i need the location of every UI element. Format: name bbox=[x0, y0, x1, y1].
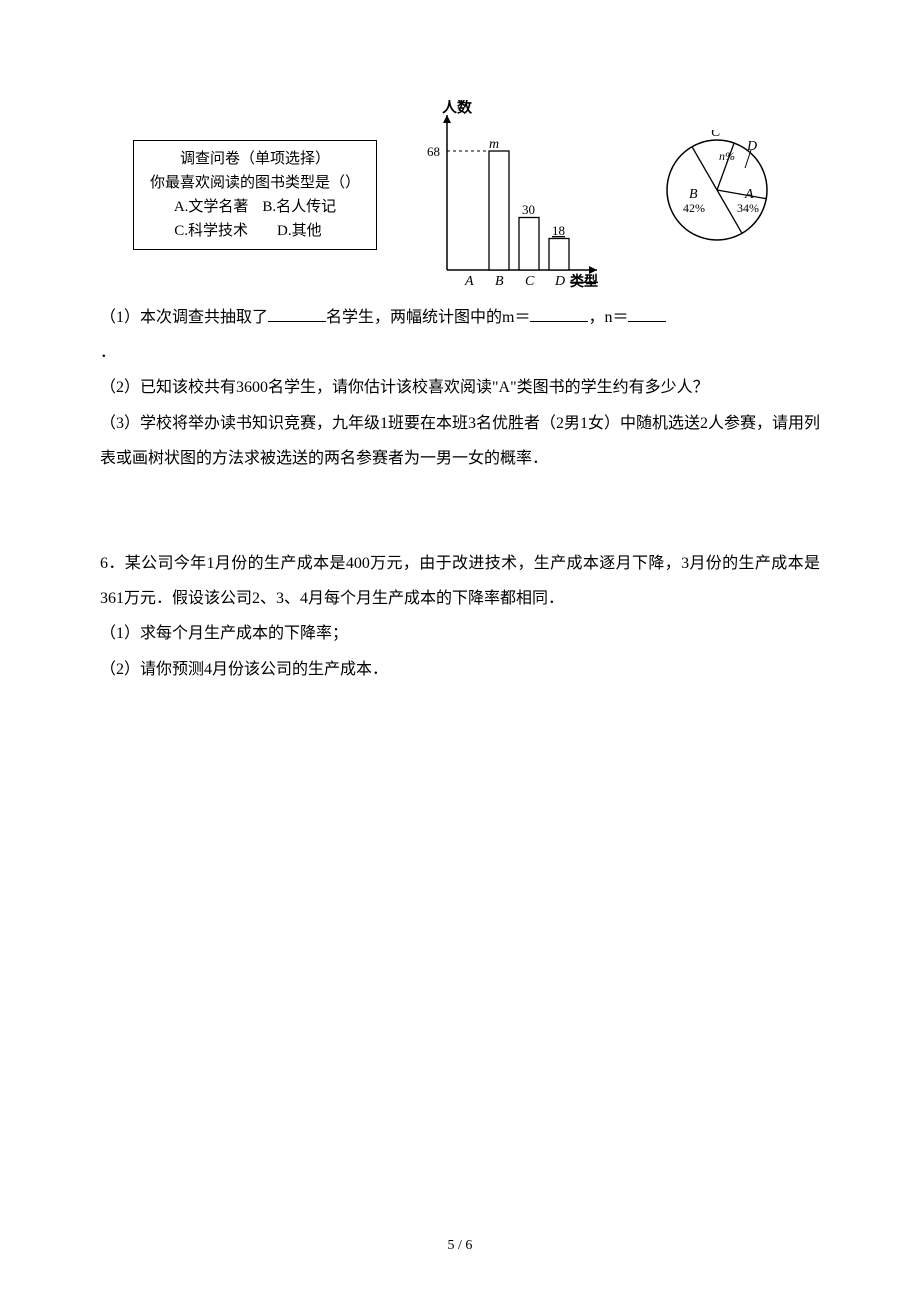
survey-opt-b: B.名人传记 bbox=[262, 195, 336, 219]
survey-opt-a: A.文学名著 bbox=[174, 195, 249, 219]
problem-6-q1: （1）求每个月生产成本的下降率； bbox=[100, 616, 820, 651]
bar-chart: 人数 类型 m 68 30 18 A B C D bbox=[417, 100, 607, 290]
question-1: （1）本次调查共抽取了 名学生，两幅统计图中的m＝ ，n＝ bbox=[100, 300, 820, 335]
pie-label-c: C bbox=[711, 130, 721, 140]
problem-6-intro: 6．某公司今年1月份的生产成本是400万元，由于改进技术，生产成本逐月下降，3月… bbox=[100, 546, 820, 616]
pie-label-a: A bbox=[744, 187, 754, 202]
bar-cat-d: D bbox=[554, 274, 565, 289]
bar-x-label: 类型 bbox=[570, 273, 598, 290]
problem-6-q2: （2）请你预测4月份该公司的生产成本． bbox=[100, 652, 820, 687]
question-2: （2）已知该校共有3600名学生，请你估计该校喜欢阅读"A"类图书的学生约有多少… bbox=[100, 370, 820, 405]
bar-cat-b: B bbox=[495, 274, 504, 289]
survey-title: 调查问卷（单项选择） bbox=[150, 147, 360, 171]
blank-3 bbox=[628, 305, 666, 322]
blank-1 bbox=[268, 305, 326, 322]
pie-pct-c: n% bbox=[719, 149, 735, 163]
bar-cat-c: C bbox=[525, 274, 535, 289]
pie-label-d: D bbox=[746, 139, 757, 154]
page-number: 5 / 6 bbox=[0, 1231, 920, 1262]
bar-label-m: m bbox=[489, 137, 499, 152]
q1-pre: （1）本次调查共抽取了 bbox=[100, 309, 268, 326]
pie-pct-b: 42% bbox=[683, 201, 705, 215]
q1-mid2: ，n＝ bbox=[588, 309, 628, 326]
bar-cat-a: A bbox=[464, 274, 474, 289]
bar-val-b: 68 bbox=[427, 144, 440, 159]
question-3: （3）学校将举办读书知识竞赛，九年级1班要在本班3名优胜者（2男1女）中随机选送… bbox=[100, 406, 820, 476]
bar-val-d: 18 bbox=[552, 223, 565, 238]
pie-chart: A 34% B 42% C n% D bbox=[647, 130, 787, 260]
pie-label-b: B bbox=[689, 187, 698, 202]
survey-opt-d: D.其他 bbox=[262, 219, 336, 243]
pie-pct-a: 34% bbox=[737, 201, 759, 215]
figure-row: 调查问卷（单项选择） 你最喜欢阅读的图书类型是（） A.文学名著 B.名人传记 … bbox=[100, 100, 820, 290]
bar-val-c: 30 bbox=[522, 202, 535, 217]
survey-question: 你最喜欢阅读的图书类型是（） bbox=[150, 171, 360, 195]
bar-y-label: 人数 bbox=[442, 100, 473, 116]
q1-mid1: 名学生，两幅统计图中的m＝ bbox=[326, 309, 530, 326]
q1-tail: ． bbox=[100, 335, 820, 370]
survey-box: 调查问卷（单项选择） 你最喜欢阅读的图书类型是（） A.文学名著 B.名人传记 … bbox=[133, 140, 377, 250]
survey-opt-c: C.科学技术 bbox=[174, 219, 249, 243]
blank-2 bbox=[530, 305, 588, 322]
